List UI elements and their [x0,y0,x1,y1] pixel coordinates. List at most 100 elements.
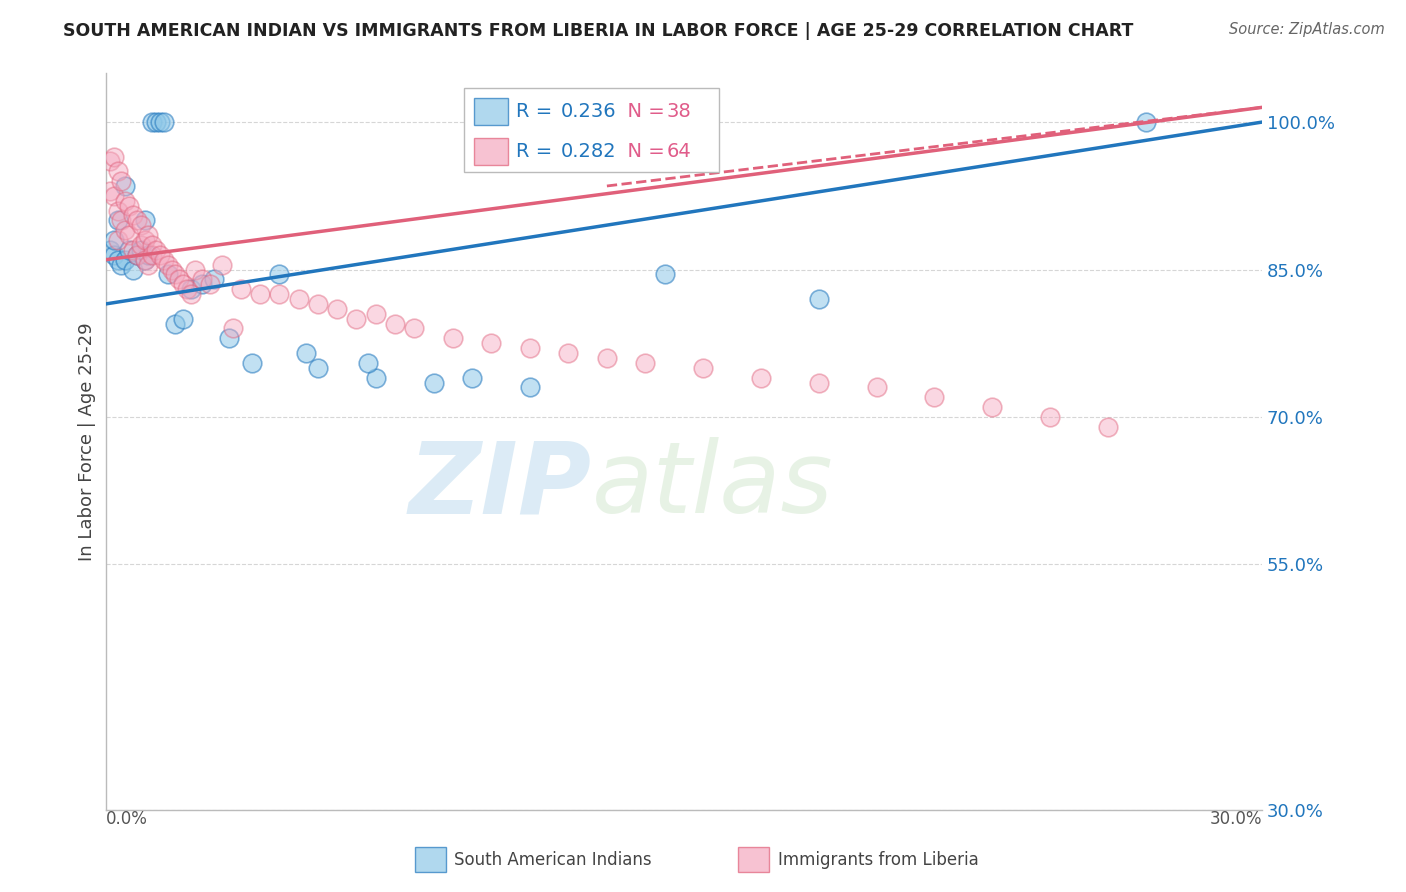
Point [122,209,145,223]
Point [326,301,349,316]
Point [596,351,619,365]
Point [145,243,167,257]
Point [269,268,291,282]
Text: SOUTH AMERICAN INDIAN VS IMMIGRANTS FROM LIBERIA IN LABOR FORCE | AGE 25-29 CORR: SOUTH AMERICAN INDIAN VS IMMIGRANTS FROM… [63,22,1133,40]
Point [807,376,830,390]
Text: N =: N = [614,142,671,161]
Point [198,277,221,292]
Text: R =: R = [516,142,558,161]
Point [141,115,163,129]
Point [165,268,187,282]
Point [114,194,136,208]
Text: N =: N = [614,102,671,121]
Point [865,380,887,394]
Point [1135,115,1157,129]
Text: Immigrants from Liberia: Immigrants from Liberia [778,851,979,869]
Point [125,213,148,227]
Point [103,233,125,247]
Point [114,252,136,267]
Point [634,356,657,370]
Point [557,346,579,360]
Point [114,223,136,237]
Point [129,243,152,257]
Point [167,272,190,286]
Point [114,178,136,193]
Point [183,262,205,277]
Point [692,360,714,375]
Point [149,115,172,129]
Point [211,258,233,272]
Point [160,262,183,277]
Point [222,321,245,335]
Point [461,370,484,384]
Point [191,277,214,292]
Point [229,282,252,296]
Point [180,282,202,296]
Point [138,258,160,272]
Text: 38: 38 [666,102,692,121]
Point [118,243,141,257]
Point [110,258,132,272]
Point [422,376,444,390]
Point [98,154,121,169]
Point [125,248,148,262]
Point [165,317,187,331]
Point [153,115,176,129]
FancyBboxPatch shape [464,87,718,172]
Point [145,115,167,129]
Text: 64: 64 [666,142,692,161]
Point [138,228,160,243]
Text: 0.282: 0.282 [560,142,616,161]
Point [103,149,125,163]
Point [134,252,156,267]
Text: 0.236: 0.236 [560,102,616,121]
Point [176,282,198,296]
Point [218,331,240,345]
Point [141,238,163,252]
Text: 0.0%: 0.0% [105,810,148,828]
Point [654,268,676,282]
Point [404,321,426,335]
Point [519,380,541,394]
Point [156,258,179,272]
Point [1097,419,1119,434]
Text: ZIP: ZIP [409,437,592,534]
Point [110,174,132,188]
Point [357,356,380,370]
Point [981,400,1004,414]
Point [134,233,156,247]
Point [364,307,387,321]
Point [156,268,179,282]
Point [384,317,406,331]
Point [134,252,156,267]
Point [103,189,125,203]
Text: R =: R = [516,102,558,121]
Point [98,184,121,198]
Point [103,248,125,262]
Point [118,228,141,243]
Point [287,292,309,306]
Point [141,248,163,262]
Point [122,262,145,277]
Point [98,243,121,257]
Point [107,252,129,267]
Point [172,311,194,326]
Point [249,287,271,301]
Point [441,331,464,345]
Point [153,252,176,267]
Point [269,287,291,301]
Point [519,341,541,355]
Point [346,311,368,326]
Text: 30.0%: 30.0% [1209,810,1263,828]
Point [191,272,214,286]
Point [364,370,387,384]
Point [129,238,152,252]
Point [107,203,129,218]
Bar [474,138,508,164]
Text: South American Indians: South American Indians [454,851,652,869]
Point [129,219,152,233]
Point [479,336,502,351]
Text: atlas: atlas [592,437,834,534]
Point [107,164,129,178]
Point [122,243,145,257]
